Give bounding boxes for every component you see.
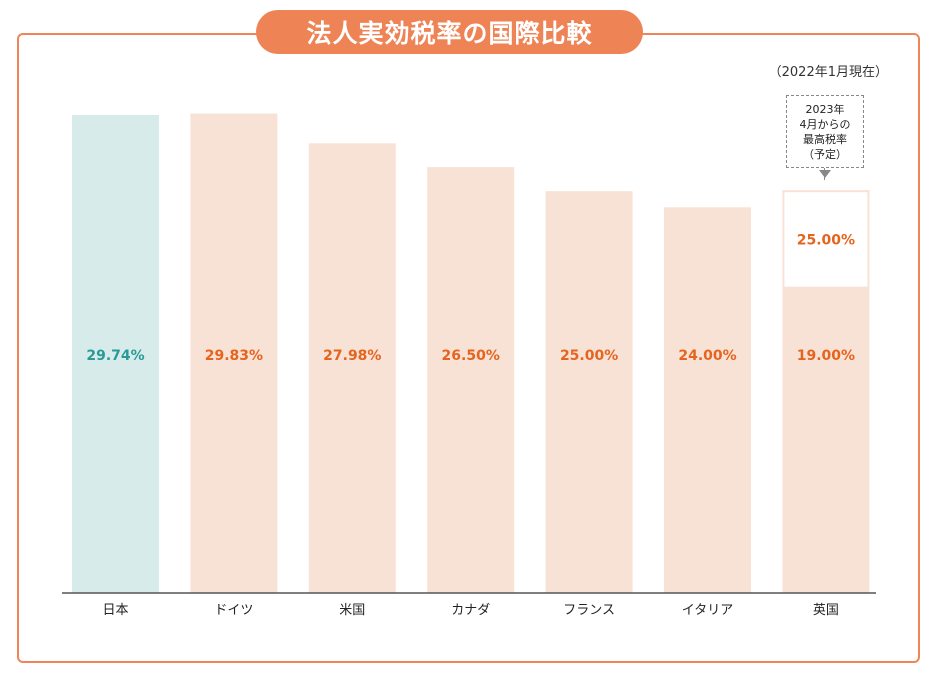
bar-4 (545, 191, 633, 593)
value-label: 26.50% (442, 348, 500, 364)
as-of-date: （2022年1月現在） (768, 65, 888, 80)
value-label: 24.00% (678, 348, 736, 364)
bar-0 (72, 115, 159, 593)
note-line: 最高税率 (803, 133, 847, 146)
value-label: 19.00% (797, 348, 855, 364)
bar-3 (427, 167, 515, 593)
uk-planned-rate-note: 2023年 4月からの 最高税率 （予定） (786, 95, 864, 168)
note-line: 2023年 (805, 103, 845, 116)
category-label: 英国 (813, 603, 839, 618)
category-label: 米国 (339, 603, 365, 618)
bar-5 (664, 207, 751, 593)
bar-1 (190, 113, 278, 593)
chart-title: 法人実効税率の国際比較 (256, 10, 643, 54)
value-label: 29.83% (205, 348, 263, 364)
note-arrow-icon (819, 170, 831, 178)
category-label: ドイツ (214, 603, 253, 618)
bar-2 (308, 143, 396, 593)
category-label: 日本 (102, 603, 128, 618)
value-label: 27.98% (323, 348, 381, 364)
category-label: フランス (563, 603, 615, 618)
note-line: （予定） (803, 148, 847, 161)
planned-value-label: 25.00% (797, 232, 855, 248)
category-label: カナダ (451, 603, 490, 618)
category-label: イタリア (682, 603, 733, 618)
value-label: 29.74% (86, 348, 144, 364)
value-label: 25.00% (560, 348, 618, 364)
bar-6 (782, 287, 870, 593)
note-line: 4月からの (799, 118, 851, 131)
planned-segment (782, 190, 870, 289)
